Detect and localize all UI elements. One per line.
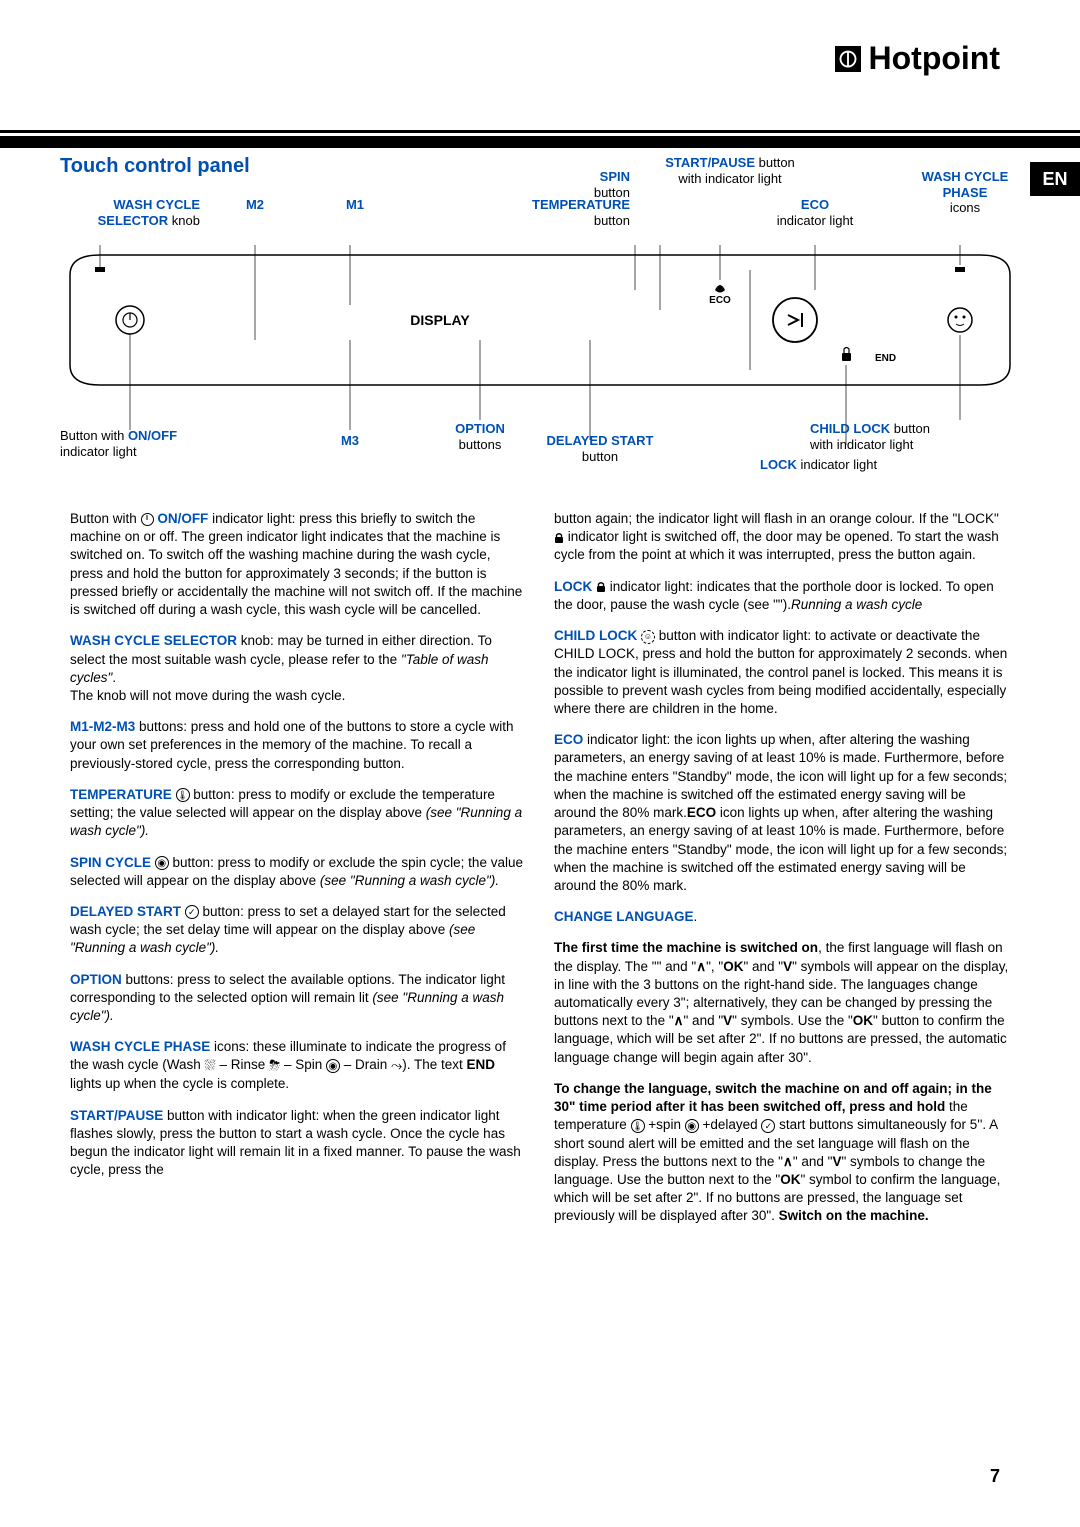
callout-m3: M3 (330, 433, 370, 449)
paragraph: WASH CYCLE PHASE icons: these illuminate… (70, 1038, 526, 1093)
left-column: Button with ON/OFF indicator light: pres… (70, 510, 526, 1239)
svg-text:ECO: ECO (709, 295, 731, 306)
paragraph: button again; the indicator light will f… (554, 510, 1010, 565)
svg-text:END: END (875, 353, 896, 364)
paragraph: Button with ON/OFF indicator light: pres… (70, 510, 526, 619)
callout-eco: ECOindicator light (765, 197, 865, 228)
paragraph: START/PAUSE button with indicator light:… (70, 1107, 526, 1180)
callout-m2: M2 (235, 197, 275, 213)
brand-logo: Hotpoint (835, 40, 1001, 77)
callout-wash-cycle-selector: WASH CYCLE SELECTOR knob (80, 197, 200, 228)
page-number: 7 (990, 1466, 1000, 1487)
callout-spin: SPINbutton (550, 169, 630, 200)
callout-child-lock: CHILD LOCK buttonwith indicator light (810, 421, 1010, 452)
language-tag: EN (1030, 162, 1080, 196)
right-column: button again; the indicator light will f… (554, 510, 1010, 1239)
paragraph: ECO indicator light: the icon lights up … (554, 731, 1010, 895)
body-columns: Button with ON/OFF indicator light: pres… (70, 510, 1010, 1239)
paragraph: SPIN CYCLE ◉ button: press to modify or … (70, 854, 526, 890)
callout-start-pause: START/PAUSE buttonwith indicator light (650, 155, 810, 186)
callout-delayed-start: DELAYED STARTbutton (530, 433, 670, 464)
svg-text:DISPLAY: DISPLAY (410, 312, 470, 328)
callout-temperature: TEMPERATUREbutton (510, 197, 630, 228)
callout-option: OPTIONbuttons (440, 421, 520, 452)
paragraph: TEMPERATURE 🌡 button: press to modify or… (70, 786, 526, 841)
paragraph: CHILD LOCK ☺ button with indicator light… (554, 627, 1010, 718)
paragraph: WASH CYCLE SELECTOR knob: may be turned … (70, 632, 526, 705)
callout-lock: LOCK indicator light (760, 457, 930, 473)
callout-wash-cycle-phase: WASH CYCLE PHASEicons (920, 169, 1010, 216)
paragraph: To change the language, switch the machi… (554, 1080, 1010, 1226)
paragraph: CHANGE LANGUAGE. (554, 908, 1010, 926)
rule-thin (0, 130, 1080, 133)
control-panel-diagram: DISPLAY ECO END (60, 245, 1020, 445)
paragraph: LOCK indicator light: indicates that the… (554, 578, 1010, 614)
brand-text: Hotpoint (869, 40, 1001, 77)
diagram-area: Touch control panel WASH CYCLE SELECTOR … (60, 155, 1020, 495)
callout-on-off: Button with ON/OFFindicator light (60, 428, 220, 459)
paragraph: DELAYED START ✓ button: press to set a d… (70, 903, 526, 958)
section-title: Touch control panel (60, 155, 1020, 178)
callout-m1: M1 (335, 197, 375, 213)
paragraph: The first time the machine is switched o… (554, 939, 1010, 1067)
paragraph: OPTION buttons: press to select the avai… (70, 971, 526, 1026)
rule-thick (0, 136, 1080, 148)
paragraph: M1-M2-M3 buttons: press and hold one of … (70, 718, 526, 773)
brand-icon (835, 46, 861, 72)
